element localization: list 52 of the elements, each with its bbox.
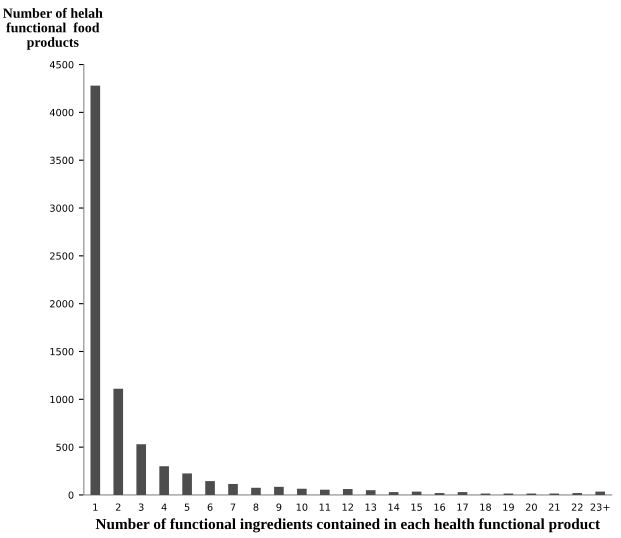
x-tick-label: 2	[116, 503, 120, 511]
bar	[228, 484, 238, 495]
bar	[205, 481, 215, 495]
y-tick-label: 4000	[50, 108, 74, 116]
x-tick-label: 9	[276, 503, 282, 511]
bar	[366, 490, 376, 495]
x-tick-label: 5	[184, 504, 190, 511]
y-tick-label: 2000	[50, 300, 74, 308]
bar	[159, 466, 169, 495]
y-tick-label: 1000	[50, 396, 74, 404]
x-tick-label: 7	[230, 504, 236, 511]
x-tick-label: 17	[457, 504, 468, 511]
x-tick-label: 10	[296, 503, 308, 511]
x-tick-label: 4	[162, 504, 167, 511]
x-tick-label: 21	[548, 503, 560, 511]
y-tick-label: 1500	[50, 348, 74, 356]
x-tick-label: 1	[93, 504, 98, 511]
bar	[90, 86, 100, 495]
x-tick-label: 19	[503, 503, 514, 511]
bar	[595, 492, 606, 495]
y-tick-label: 4500	[50, 61, 74, 68]
x-tick-label: 15	[411, 504, 422, 511]
y-tick-label: 500	[56, 444, 74, 451]
bar	[458, 492, 468, 495]
x-tick-label: 14	[388, 504, 400, 511]
bar	[274, 486, 284, 495]
x-tick-label: 3	[138, 503, 144, 511]
x-tick-label: 22	[572, 503, 582, 511]
bar	[342, 489, 353, 495]
x-tick-label: 20	[526, 503, 537, 511]
x-tick-label: 23+	[590, 503, 610, 511]
x-tick-label: 18	[480, 503, 491, 511]
x-tick-label: 8	[254, 503, 258, 511]
x-tick-label: 6	[208, 503, 213, 511]
bar	[251, 488, 261, 495]
bar	[182, 473, 192, 495]
bar	[388, 492, 398, 495]
x-tick-label: 12	[342, 503, 353, 511]
y-tick-label: 0	[68, 491, 74, 499]
bar	[136, 444, 146, 495]
y-tick-label: 3500	[50, 156, 74, 164]
bar	[297, 488, 307, 495]
bar	[412, 492, 422, 495]
x-tick-label: 16	[434, 503, 446, 511]
x-tick-label: 13	[366, 503, 376, 511]
bar	[113, 388, 124, 495]
y-axis-title: Number of helah functional food products	[3, 8, 103, 50]
y-tick-label: 2500	[50, 252, 74, 260]
x-axis-title: Number of functional ingredients contained in each health functional product	[96, 518, 600, 532]
y-tick-label: 3000	[50, 204, 74, 212]
bar	[320, 490, 330, 495]
x-tick-label: 11	[320, 504, 330, 511]
